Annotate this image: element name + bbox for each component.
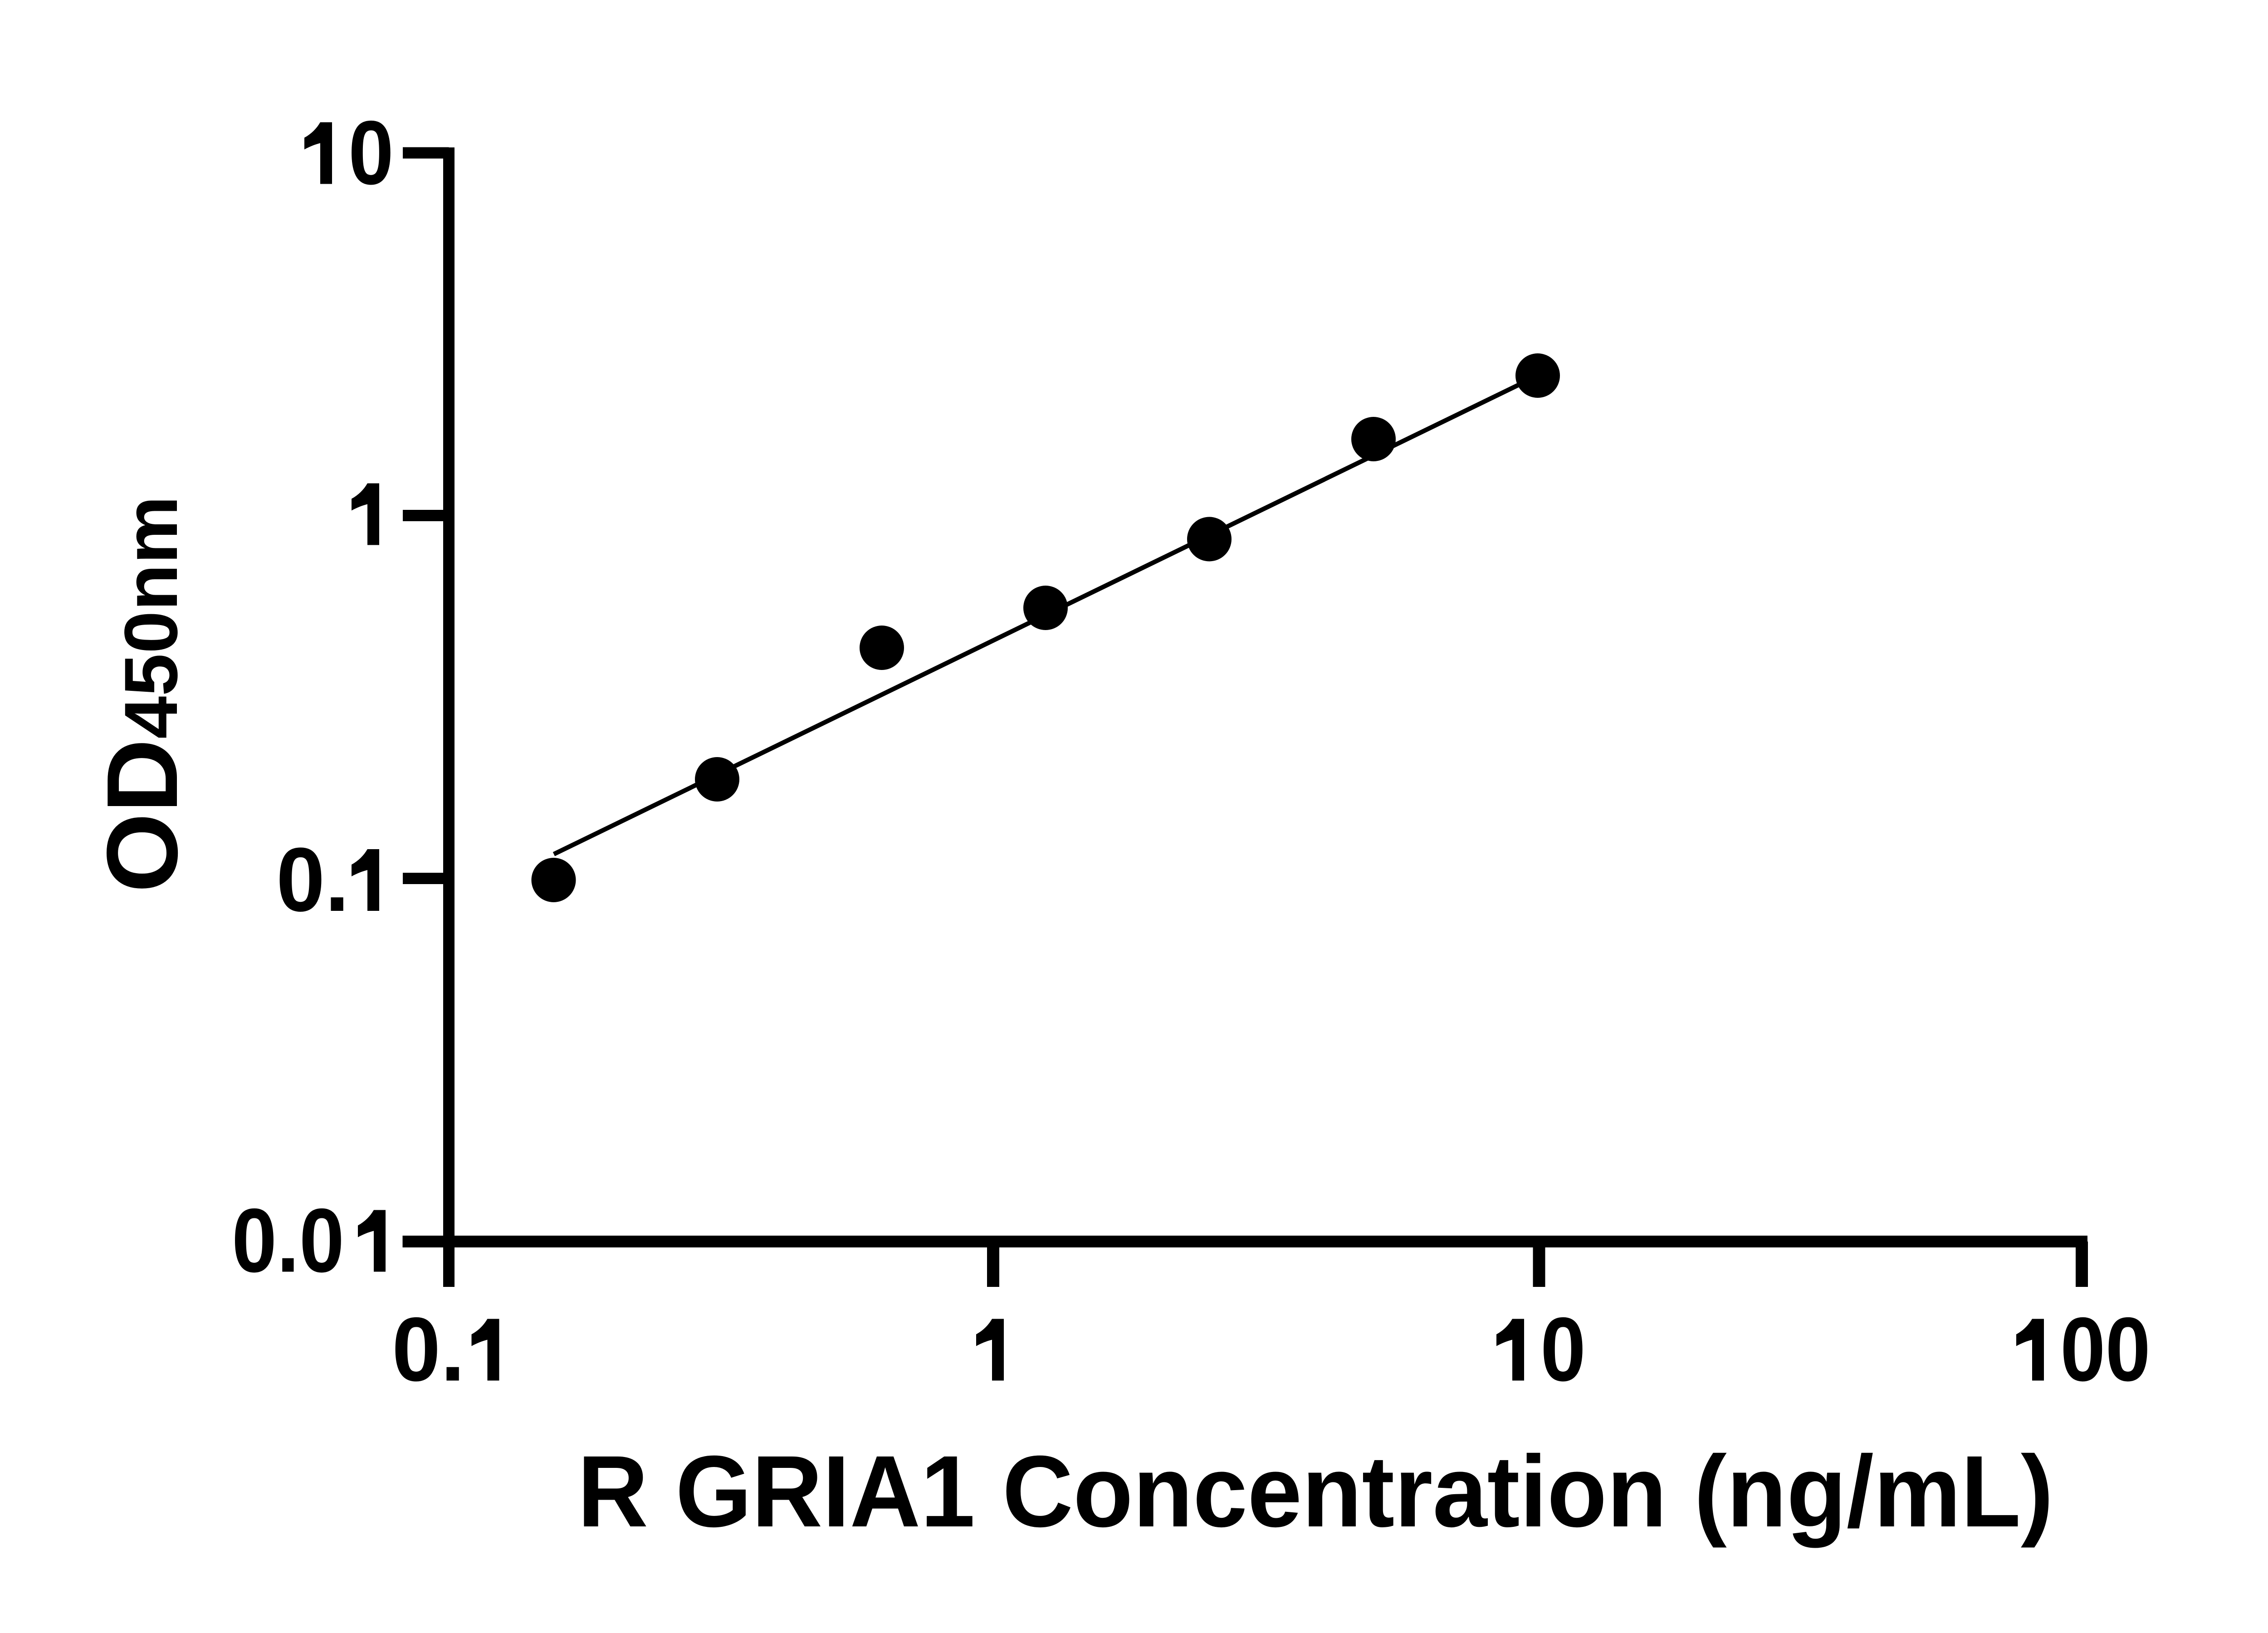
svg-text:OD450nm: OD450nm [86, 496, 199, 893]
svg-text:0.: 0. [392, 1299, 465, 1400]
svg-text:R GRIA1 Concentration (ng/mL): R GRIA1 Concentration (ng/mL) [577, 1435, 2053, 1548]
svg-text:0.0: 0.0 [232, 1190, 344, 1291]
svg-text:0.: 0. [276, 829, 349, 930]
svg-text:00: 00 [2060, 1299, 2151, 1400]
svg-text:0: 0 [1540, 1299, 1586, 1400]
svg-text:0: 0 [348, 103, 394, 204]
